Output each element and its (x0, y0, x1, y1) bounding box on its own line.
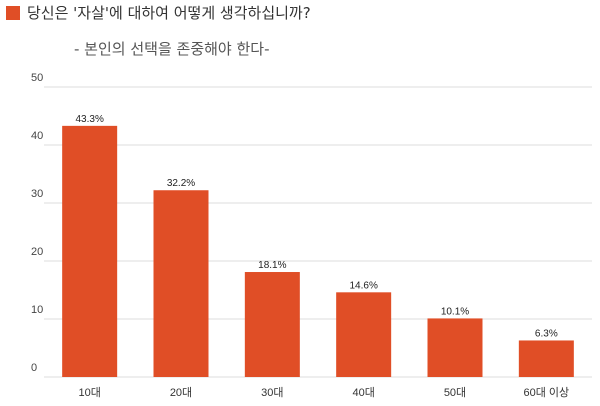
bar (427, 318, 483, 377)
bar (62, 125, 118, 377)
bar (153, 190, 209, 377)
data-label: 32.2% (167, 178, 195, 189)
data-label: 14.6% (349, 280, 377, 291)
y-tick-label: 30 (31, 188, 43, 200)
y-tick-label: 10 (31, 304, 43, 316)
title-marker-icon (6, 5, 20, 20)
x-tick-label: 50대 (444, 386, 466, 399)
data-labels: 43.3% 32.2% 18.1% 14.6% 10.1% 6.3% (75, 114, 557, 340)
bar (336, 292, 392, 377)
x-tick-label: 10대 (78, 386, 100, 399)
title-row: 당신은 '자살'에 대하여 어떻게 생각하십니까? (6, 2, 311, 23)
chart-title: 당신은 '자살'에 대하여 어떻게 생각하십니까? (27, 4, 311, 22)
x-tick-label: 30대 (261, 386, 283, 399)
y-tick-label: 0 (31, 362, 37, 374)
gridlines (44, 86, 592, 378)
data-label: 43.3% (75, 114, 103, 125)
bar (518, 340, 574, 377)
x-tick-label: 40대 (352, 386, 374, 399)
y-tick-label: 50 (31, 72, 43, 84)
y-tick-label: 20 (31, 246, 43, 258)
data-label: 6.3% (535, 328, 558, 339)
data-label: 18.1% (258, 260, 286, 271)
chart-subtitle: - 본인의 선택을 존중해야 한다- (74, 40, 270, 58)
y-tick-label: 40 (31, 130, 43, 142)
x-tick-label: 60대 이상 (524, 386, 570, 399)
bars (62, 125, 574, 377)
data-label: 10.1% (441, 306, 469, 317)
x-tick-label: 20대 (170, 386, 192, 399)
bar (244, 272, 300, 377)
y-axis-ticks: 0 10 20 30 40 50 (31, 72, 43, 374)
x-axis-ticks: 10대 20대 30대 40대 50대 60대 이상 (78, 386, 569, 399)
